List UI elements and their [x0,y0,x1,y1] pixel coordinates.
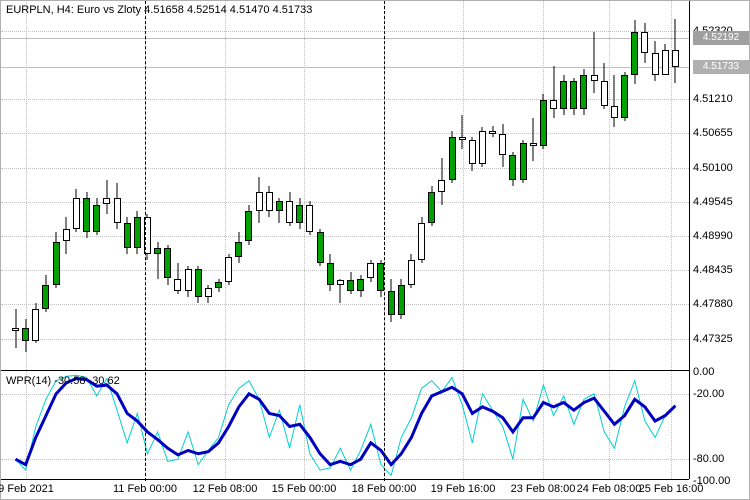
candle[interactable] [72,1,81,371]
y-tick-label: 4.51210 [693,93,733,105]
x-tick-label: 25 Feb 16:00 [639,483,704,495]
candle[interactable] [102,1,111,371]
candle[interactable] [468,1,477,371]
candle[interactable] [519,1,528,371]
y-tick-label: -20.00 [693,388,724,400]
x-tick-label: 18 Feb 00:00 [352,483,417,495]
candle[interactable] [661,1,670,371]
candle[interactable] [610,1,619,371]
price-tag-bid: 4.52192 [693,31,749,45]
candle[interactable] [92,1,101,371]
candle[interactable] [651,1,660,371]
candle[interactable] [448,1,457,371]
candle[interactable] [437,1,446,371]
candle[interactable] [285,1,294,371]
x-tick-label: 11 Feb 00:00 [113,483,177,495]
candle[interactable] [671,1,680,371]
candle[interactable] [255,1,264,371]
candle[interactable] [305,1,314,371]
x-tick-label: 12 Feb 08:00 [193,483,258,495]
candle[interactable] [224,1,233,371]
candle[interactable] [590,1,599,371]
y-tick-label: -80.00 [693,453,724,465]
period-separator [145,1,146,481]
candle[interactable] [630,1,639,371]
candle[interactable] [316,1,325,371]
candle[interactable] [52,1,61,371]
x-tick-label: 15 Feb 00:00 [272,483,337,495]
candle[interactable] [569,1,578,371]
candle[interactable] [133,1,142,371]
candle[interactable] [184,1,193,371]
candle[interactable] [620,1,629,371]
candle[interactable] [417,1,426,371]
candle[interactable] [366,1,375,371]
x-tick-label: 9 Feb 2021 [0,483,54,495]
candle[interactable] [407,1,416,371]
candle[interactable] [62,1,71,371]
candle[interactable] [356,1,365,371]
candle[interactable] [265,1,274,371]
candle[interactable] [326,1,335,371]
candle[interactable] [82,1,91,371]
candle[interactable] [600,1,609,371]
indicator-title: WPR(14) -30.58 -30.62 [6,375,120,387]
candle[interactable] [427,1,436,371]
candle[interactable] [539,1,548,371]
y-tick-label: 4.50655 [693,127,733,139]
candle[interactable] [21,1,30,371]
candle[interactable] [244,1,253,371]
candle[interactable] [153,1,162,371]
chart-container: EURPLN, H4: Euro vs Zloty 4.51658 4.5251… [1,1,689,479]
candle[interactable] [458,1,467,371]
candle[interactable] [346,1,355,371]
candle[interactable] [488,1,497,371]
period-separator [384,1,385,481]
candle[interactable] [559,1,568,371]
candle[interactable] [234,1,243,371]
candle[interactable] [173,1,182,371]
wpr-lines [1,372,691,481]
candle[interactable] [204,1,213,371]
candle[interactable] [397,1,406,371]
candle[interactable] [579,1,588,371]
y-tick-label: 4.48435 [693,264,733,276]
candle[interactable] [163,1,172,371]
indicator-chart[interactable]: WPR(14) -30.58 -30.62 [1,372,689,479]
candle[interactable] [295,1,304,371]
candle[interactable] [113,1,122,371]
candle[interactable] [549,1,558,371]
candle[interactable] [529,1,538,371]
candle[interactable] [11,1,20,371]
y-axis-indicator: 0.00-20.00-80.00-100.00 [689,372,749,479]
candle[interactable] [508,1,517,371]
candle[interactable] [640,1,649,371]
price-tag-last: 4.51733 [693,60,749,74]
candle[interactable] [123,1,132,371]
price-chart[interactable]: EURPLN, H4: Euro vs Zloty 4.51658 4.5251… [1,1,689,371]
x-axis-time: 9 Feb 2021 11 Feb 00:00 12 Feb 08:00 15 Feb… [1,479,689,499]
y-tick-label: 4.48990 [693,230,733,242]
candle[interactable] [41,1,50,371]
candle[interactable] [214,1,223,371]
candle[interactable] [194,1,203,371]
candle[interactable] [478,1,487,371]
y-tick-label: 4.47325 [693,333,733,345]
x-tick-label: 23 Feb 08:00 [511,483,576,495]
y-tick-label: 4.49545 [693,196,733,208]
x-tick-label: 19 Feb 16:00 [431,483,496,495]
candle[interactable] [336,1,345,371]
candle[interactable] [498,1,507,371]
candle[interactable] [275,1,284,371]
candle[interactable] [387,1,396,371]
y-tick-label: 4.50100 [693,162,733,174]
y-tick-label: 0.00 [693,366,714,378]
x-tick-label: 24 Feb 08:00 [577,483,642,495]
y-axis-price: 4.47325 4.47880 4.48435 4.48990 4.49545 4.501… [689,1,749,372]
candle[interactable] [31,1,40,371]
y-tick-label: 4.47880 [693,298,733,310]
chart-title: EURPLN, H4: Euro vs Zloty 4.51658 4.5251… [6,4,312,16]
